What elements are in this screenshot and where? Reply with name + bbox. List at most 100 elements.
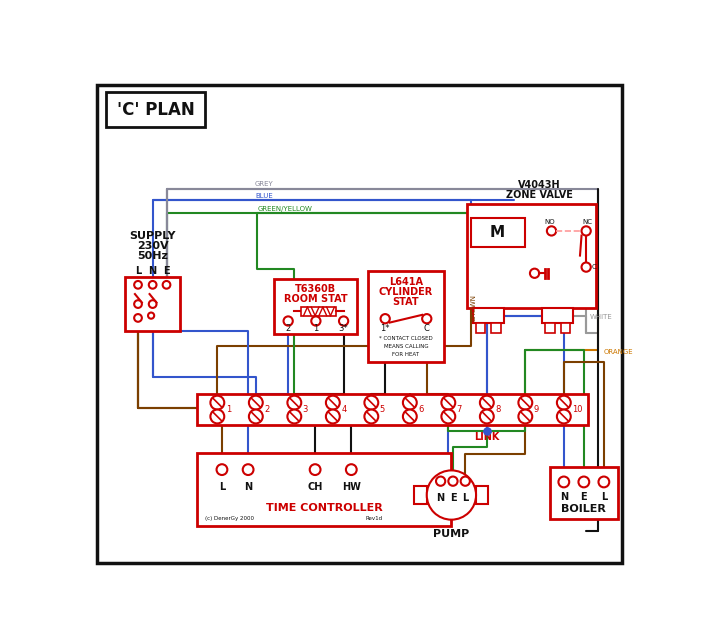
Circle shape xyxy=(364,395,378,410)
Text: T6360B: T6360B xyxy=(296,285,336,294)
Text: 1: 1 xyxy=(313,324,319,333)
Text: 230V: 230V xyxy=(137,241,168,251)
Bar xyxy=(491,323,501,333)
Circle shape xyxy=(148,313,154,319)
Text: BOILER: BOILER xyxy=(562,504,607,514)
Circle shape xyxy=(364,410,378,424)
Circle shape xyxy=(480,410,494,424)
Circle shape xyxy=(480,395,494,410)
Text: WHITE: WHITE xyxy=(590,314,613,320)
Text: NC: NC xyxy=(583,219,592,225)
Circle shape xyxy=(558,476,569,487)
Circle shape xyxy=(578,476,589,487)
Circle shape xyxy=(599,476,609,487)
Text: 3*: 3* xyxy=(339,324,348,333)
Circle shape xyxy=(581,226,591,235)
Text: 3: 3 xyxy=(303,405,308,414)
Text: FOR HEAT: FOR HEAT xyxy=(392,352,420,356)
Text: ZONE VALVE: ZONE VALVE xyxy=(505,190,573,200)
Bar xyxy=(473,308,504,323)
Bar xyxy=(274,279,357,334)
Text: 1*: 1* xyxy=(380,324,390,333)
Bar xyxy=(125,277,180,331)
Circle shape xyxy=(216,464,227,475)
Text: ROOM STAT: ROOM STAT xyxy=(284,294,347,304)
Text: 2: 2 xyxy=(264,405,270,414)
Text: N: N xyxy=(149,266,157,276)
Circle shape xyxy=(403,395,417,410)
Circle shape xyxy=(211,410,224,424)
Text: MEANS CALLING: MEANS CALLING xyxy=(384,344,428,349)
Circle shape xyxy=(326,410,340,424)
Text: GREEN/YELLOW: GREEN/YELLOW xyxy=(258,206,312,212)
Circle shape xyxy=(249,395,263,410)
Text: HW: HW xyxy=(342,482,361,492)
Circle shape xyxy=(461,476,470,486)
Text: 7: 7 xyxy=(457,405,462,414)
Circle shape xyxy=(547,226,556,235)
Text: NO: NO xyxy=(545,219,555,225)
Circle shape xyxy=(557,395,571,410)
Circle shape xyxy=(284,317,293,326)
Circle shape xyxy=(518,395,532,410)
Text: GREY: GREY xyxy=(255,181,274,187)
Circle shape xyxy=(211,395,224,410)
Bar xyxy=(561,323,570,333)
Text: SUPPLY: SUPPLY xyxy=(129,231,176,241)
Bar xyxy=(545,323,555,333)
Bar xyxy=(550,467,618,519)
Text: L: L xyxy=(219,482,225,492)
Circle shape xyxy=(427,470,476,520)
Circle shape xyxy=(287,410,301,424)
Text: 10: 10 xyxy=(572,405,583,414)
Text: (c) DenerGy 2000: (c) DenerGy 2000 xyxy=(205,517,254,521)
Text: L641A: L641A xyxy=(389,277,423,287)
Text: N: N xyxy=(559,492,568,503)
Text: PUMP: PUMP xyxy=(433,529,470,538)
Circle shape xyxy=(249,410,263,424)
Circle shape xyxy=(149,281,157,288)
Circle shape xyxy=(346,464,357,475)
Circle shape xyxy=(287,395,301,410)
Text: M: M xyxy=(490,225,505,240)
Text: C: C xyxy=(424,324,430,333)
Circle shape xyxy=(310,464,321,475)
Text: CH: CH xyxy=(307,482,323,492)
Circle shape xyxy=(557,410,571,424)
Text: 6: 6 xyxy=(418,405,424,414)
Text: L: L xyxy=(462,493,468,503)
Circle shape xyxy=(380,314,390,323)
Circle shape xyxy=(134,281,142,288)
Text: 9: 9 xyxy=(534,405,539,414)
Bar xyxy=(467,204,596,308)
Circle shape xyxy=(326,395,340,410)
Text: 5: 5 xyxy=(380,405,385,414)
Text: 2: 2 xyxy=(286,324,291,333)
Text: 50Hz: 50Hz xyxy=(137,251,168,262)
Text: BROWN: BROWN xyxy=(470,294,476,321)
Text: C: C xyxy=(592,264,596,270)
Text: CYLINDER: CYLINDER xyxy=(379,287,433,297)
Text: 1: 1 xyxy=(226,405,231,414)
Circle shape xyxy=(518,410,532,424)
Circle shape xyxy=(449,476,458,486)
Text: V4043H: V4043H xyxy=(518,181,560,190)
Bar xyxy=(476,323,485,333)
Circle shape xyxy=(149,300,157,308)
Bar xyxy=(107,92,205,127)
Text: STAT: STAT xyxy=(392,297,419,307)
Text: 'C' PLAN: 'C' PLAN xyxy=(117,101,194,119)
Bar xyxy=(476,486,489,504)
Text: N: N xyxy=(437,493,444,503)
Bar xyxy=(542,308,573,323)
Bar xyxy=(470,218,524,247)
Text: N: N xyxy=(244,482,252,492)
Circle shape xyxy=(134,314,142,322)
Circle shape xyxy=(311,317,321,326)
Bar xyxy=(197,453,451,526)
Text: E: E xyxy=(163,266,170,276)
Circle shape xyxy=(422,314,432,323)
Circle shape xyxy=(134,300,142,308)
Circle shape xyxy=(339,317,348,326)
Circle shape xyxy=(581,263,591,272)
